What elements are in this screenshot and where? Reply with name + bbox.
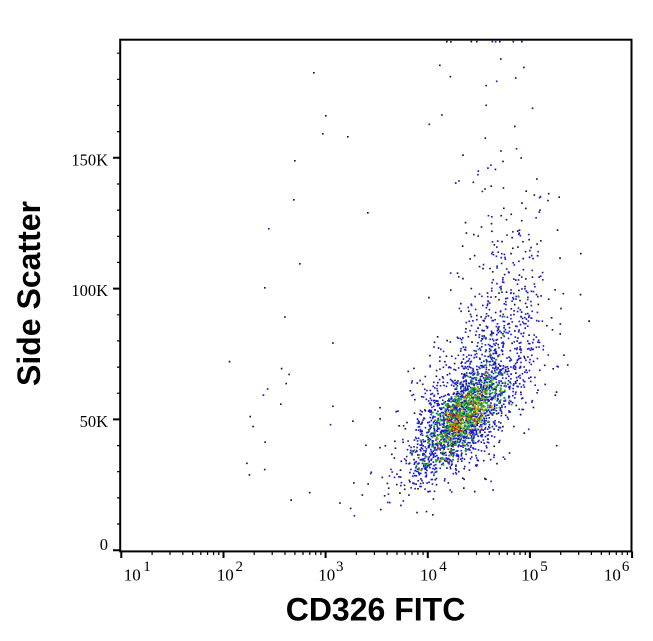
svg-text:10: 10 <box>318 565 335 584</box>
svg-text:10: 10 <box>420 565 437 584</box>
svg-text:0: 0 <box>100 535 108 554</box>
svg-text:10: 10 <box>124 565 141 584</box>
svg-text:10: 10 <box>521 565 538 584</box>
svg-text:10: 10 <box>604 565 621 584</box>
svg-text:CD326 FITC: CD326 FITC <box>286 592 466 628</box>
svg-text:5: 5 <box>540 559 548 575</box>
svg-text:10: 10 <box>217 565 234 584</box>
svg-text:4: 4 <box>439 559 447 575</box>
svg-text:3: 3 <box>336 559 344 575</box>
svg-text:Side Scatter: Side Scatter <box>11 201 47 386</box>
svg-text:6: 6 <box>622 559 630 575</box>
svg-text:150K: 150K <box>71 150 108 169</box>
svg-text:2: 2 <box>236 559 244 575</box>
svg-text:50K: 50K <box>80 412 109 431</box>
svg-text:100K: 100K <box>71 281 108 300</box>
svg-text:1: 1 <box>143 559 151 575</box>
